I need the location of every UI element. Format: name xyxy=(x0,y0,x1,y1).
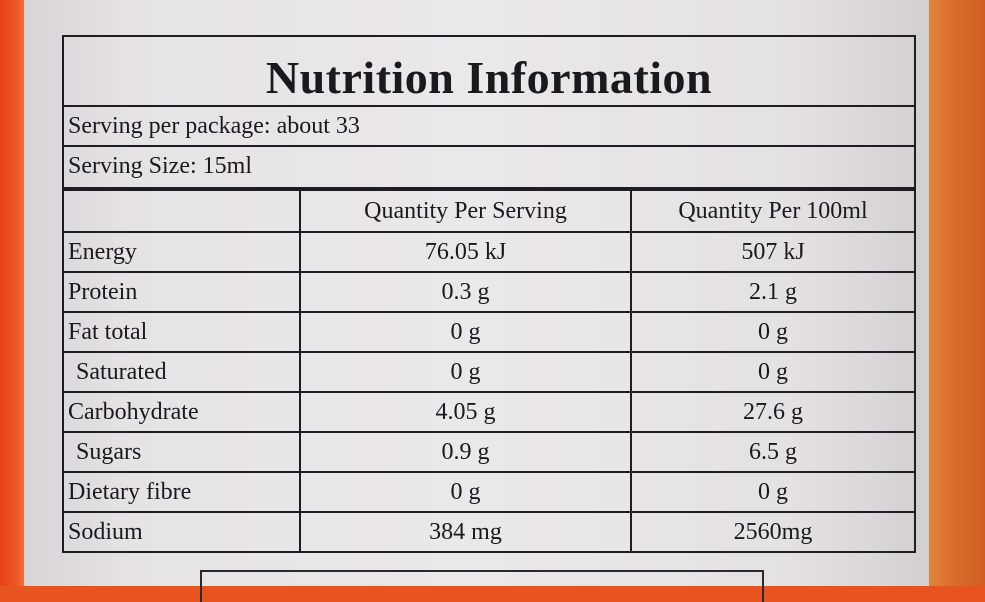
bottle-edge-left xyxy=(0,0,26,586)
bottle-edge-right xyxy=(925,0,985,586)
value-per-serving: 0 g xyxy=(299,471,632,513)
value-per-serving: 0.9 g xyxy=(299,431,632,473)
nutrient-name: Dietary fibre xyxy=(64,471,301,513)
value-per-100ml: 0 g xyxy=(630,471,914,513)
value-per-100ml: 507 kJ xyxy=(630,231,914,273)
nutrient-name: Sugars xyxy=(64,431,301,473)
value-per-100ml: 27.6 g xyxy=(630,391,914,433)
table-row: Dietary fibre 0 g 0 g xyxy=(64,471,914,513)
column-header-per-100ml: Quantity Per 100ml xyxy=(630,189,914,233)
value-per-100ml: 2.1 g xyxy=(630,271,914,313)
nutrient-name: Protein xyxy=(64,271,301,313)
value-per-100ml: 6.5 g xyxy=(630,431,914,473)
serving-size: Serving Size: 15ml xyxy=(68,153,252,179)
table-row: Protein 0.3 g 2.1 g xyxy=(64,271,914,313)
table-row: Sodium 384 mg 2560mg xyxy=(64,511,914,551)
value-per-serving: 384 mg xyxy=(299,511,632,551)
value-per-serving: 4.05 g xyxy=(299,391,632,433)
value-per-serving: 0 g xyxy=(299,311,632,353)
nutrition-panel: Nutrition Information Serving per packag… xyxy=(62,35,916,553)
panel-title: Nutrition Information xyxy=(265,52,713,103)
column-header xyxy=(64,189,301,233)
divider xyxy=(64,187,914,189)
nutrient-name: Saturated xyxy=(64,351,301,393)
table-row: Fat total 0 g 0 g xyxy=(64,311,914,353)
value-per-100ml: 2560mg xyxy=(630,511,914,551)
nutrient-name: Carbohydrate xyxy=(64,391,301,433)
divider xyxy=(64,145,914,147)
value-per-100ml: 0 g xyxy=(630,351,914,393)
column-header-per-serving: Quantity Per Serving xyxy=(299,189,632,233)
value-per-serving: 76.05 kJ xyxy=(299,231,632,273)
table-header-row: Quantity Per Serving Quantity Per 100ml xyxy=(64,189,914,233)
value-per-100ml: 0 g xyxy=(630,311,914,353)
nutrient-name: Energy xyxy=(64,231,301,273)
table-row: Energy 76.05 kJ 507 kJ xyxy=(64,231,914,273)
nutrient-name: Fat total xyxy=(64,311,301,353)
value-per-serving: 0.3 g xyxy=(299,271,632,313)
nutrition-table: Quantity Per Serving Quantity Per 100ml … xyxy=(64,189,914,551)
table-row: Sugars 0.9 g 6.5 g xyxy=(64,431,914,473)
lower-label-box xyxy=(200,570,764,602)
table-row: Saturated 0 g 0 g xyxy=(64,351,914,393)
divider xyxy=(64,105,914,107)
nutrient-name: Sodium xyxy=(64,511,301,551)
value-per-serving: 0 g xyxy=(299,351,632,393)
table-row: Carbohydrate 4.05 g 27.6 g xyxy=(64,391,914,433)
product-label: Nutrition Information Serving per packag… xyxy=(24,0,929,602)
servings-per-package: Serving per package: about 33 xyxy=(68,113,360,139)
